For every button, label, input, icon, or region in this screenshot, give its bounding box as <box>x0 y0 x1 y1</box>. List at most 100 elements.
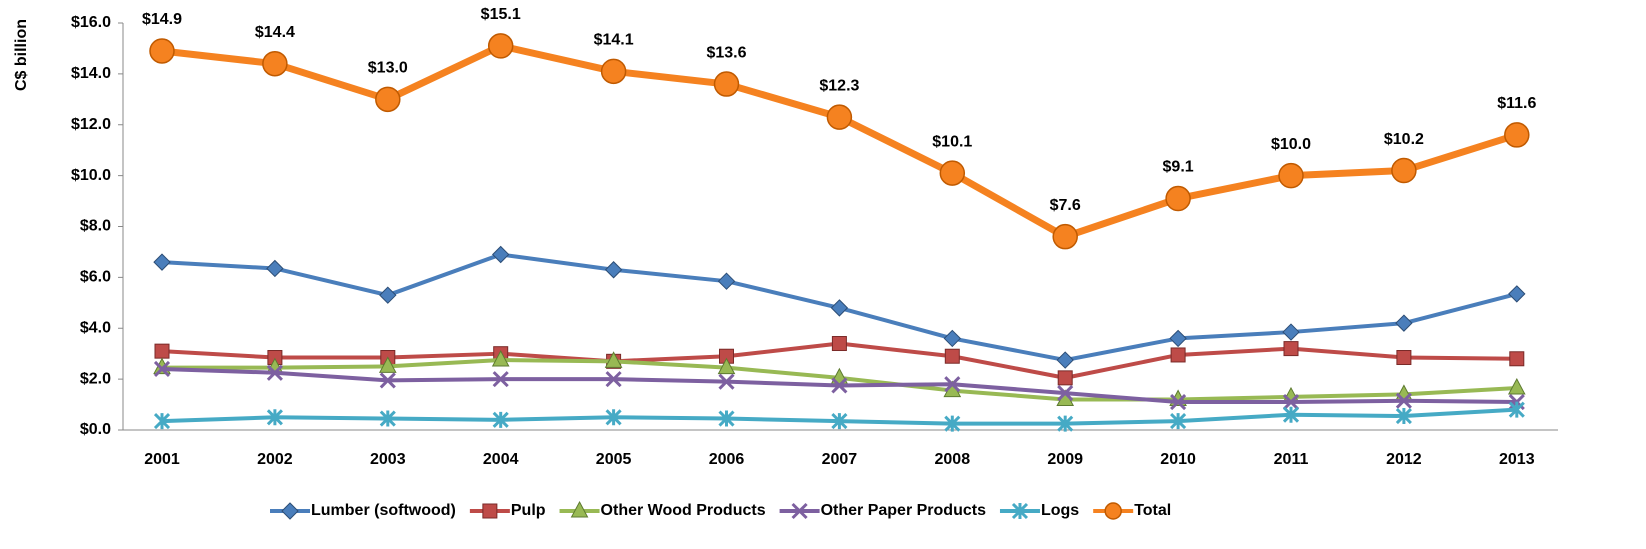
legend-marker <box>1011 502 1029 520</box>
data-label: $11.6 <box>1497 95 1536 112</box>
marker <box>939 160 966 186</box>
marker <box>826 104 853 130</box>
marker <box>379 410 396 427</box>
x-tick-label: 2003 <box>370 451 406 468</box>
marker <box>1052 223 1078 250</box>
x-tick-label: 2008 <box>935 451 971 468</box>
marker <box>944 376 961 393</box>
data-label: $14.4 <box>255 24 295 41</box>
marker <box>492 411 509 428</box>
y-tick-label: $16.0 <box>71 14 111 31</box>
legend-marker <box>791 502 808 520</box>
x-tick-label: 2004 <box>483 451 519 468</box>
marker <box>1278 162 1304 189</box>
marker <box>1170 347 1186 363</box>
marker <box>605 371 622 388</box>
x-tick-label: 2006 <box>709 451 745 468</box>
marker <box>943 329 962 348</box>
marker <box>717 357 736 375</box>
marker <box>944 348 960 364</box>
marker <box>492 371 509 388</box>
marker <box>1508 401 1525 418</box>
y-tick-label: $10.0 <box>71 167 111 184</box>
marker <box>153 360 171 378</box>
legend-marker <box>281 502 299 520</box>
data-label: $10.2 <box>1384 131 1424 148</box>
y-axis-title: C$ billion <box>13 19 30 91</box>
x-tick-label: 2005 <box>596 451 632 468</box>
marker <box>1396 350 1412 366</box>
marker <box>1282 323 1300 341</box>
marker <box>605 409 622 426</box>
marker <box>718 410 735 427</box>
marker <box>491 349 510 367</box>
marker <box>266 364 283 381</box>
legend-label: Total <box>1134 502 1171 519</box>
legend-marker <box>570 500 589 518</box>
legend-marker <box>1104 502 1122 520</box>
marker <box>1395 407 1412 425</box>
marker <box>1170 413 1187 430</box>
x-tick-label: 2010 <box>1160 451 1196 468</box>
marker <box>262 50 288 77</box>
data-label: $9.1 <box>1163 159 1194 176</box>
x-tick-label: 2007 <box>822 451 858 468</box>
marker <box>375 86 401 113</box>
marker <box>379 372 396 389</box>
x-tick-label: 2009 <box>1047 451 1083 468</box>
x-tick-label: 2012 <box>1386 451 1422 468</box>
data-label: $10.1 <box>932 133 972 150</box>
data-label: $12.3 <box>819 77 859 94</box>
x-tick-label: 2013 <box>1499 451 1535 468</box>
marker <box>1056 351 1074 369</box>
x-tick-label: 2002 <box>257 451 293 468</box>
marker <box>1170 393 1187 411</box>
marker <box>600 58 627 85</box>
marker <box>1508 285 1526 303</box>
y-tick-label: $2.0 <box>80 370 111 387</box>
marker <box>718 373 735 390</box>
marker <box>153 253 171 271</box>
marker <box>153 413 171 430</box>
y-tick-label: $6.0 <box>80 269 111 286</box>
data-label: $14.9 <box>142 11 182 28</box>
data-label: $13.0 <box>368 60 408 77</box>
marker <box>831 336 847 352</box>
marker <box>1391 157 1417 184</box>
marker <box>487 33 514 59</box>
marker <box>717 272 736 290</box>
marker <box>149 38 175 64</box>
marker <box>604 261 623 279</box>
data-label: $15.1 <box>481 6 521 23</box>
marker <box>154 343 170 359</box>
marker <box>1057 385 1074 402</box>
data-label: $7.6 <box>1050 197 1081 214</box>
marker <box>713 71 740 97</box>
x-tick-label: 2001 <box>144 451 180 468</box>
marker <box>1504 122 1530 148</box>
y-tick-label: $12.0 <box>71 116 111 133</box>
marker <box>1507 377 1526 395</box>
marker <box>1283 341 1299 357</box>
legend-label: Lumber (softwood) <box>311 502 456 519</box>
data-label: $14.1 <box>594 32 634 49</box>
marker <box>1169 329 1187 348</box>
marker <box>491 245 510 264</box>
legend-marker <box>482 503 498 519</box>
legend-label: Other Paper Products <box>821 502 986 519</box>
marker <box>1395 392 1412 409</box>
y-tick-label: $14.0 <box>71 65 111 82</box>
marker <box>1282 393 1300 411</box>
x-tick-label: 2011 <box>1274 451 1309 468</box>
legend-label: Pulp <box>511 502 546 519</box>
data-label: $13.6 <box>706 44 746 61</box>
marker <box>604 351 623 368</box>
y-tick-label: $0.0 <box>80 421 111 438</box>
legend-label: Other Wood Products <box>601 502 766 519</box>
marker <box>944 415 961 432</box>
marker <box>1057 370 1073 386</box>
y-tick-label: $4.0 <box>80 319 111 336</box>
marker <box>831 377 848 394</box>
marker <box>1282 406 1300 423</box>
